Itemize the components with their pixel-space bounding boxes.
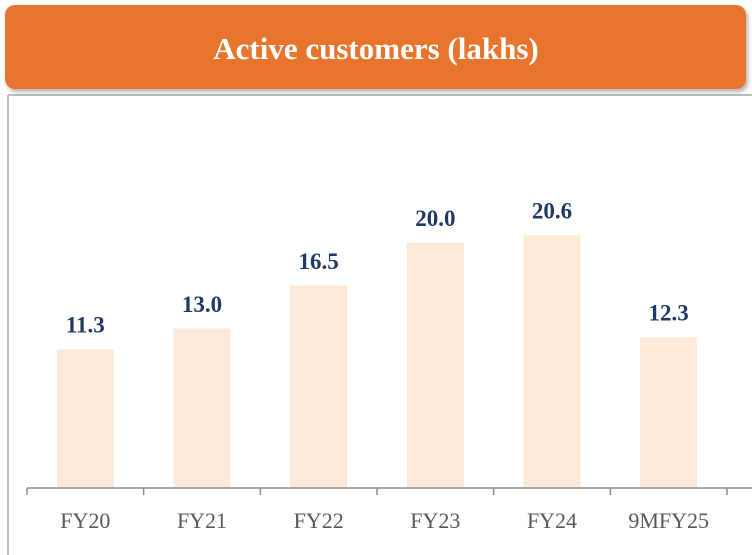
header-box [5, 5, 746, 89]
data-label: 20.0 [415, 206, 455, 231]
data-label: 12.3 [649, 300, 689, 325]
bar [56, 349, 114, 488]
x-tick-label: FY20 [60, 508, 110, 533]
x-tick-label: FY23 [410, 508, 460, 533]
x-tick-label: 9MFY25 [628, 508, 709, 533]
x-tick-label: FY24 [527, 508, 577, 533]
data-label: 13.0 [182, 292, 222, 317]
data-label: 11.3 [66, 313, 105, 338]
x-tick-label: FY22 [294, 508, 344, 533]
bar [640, 337, 698, 488]
data-label: 16.5 [299, 249, 339, 274]
data-label: 20.6 [532, 199, 572, 224]
chart-title: Active customers (lakhs) [213, 31, 538, 66]
x-tick-label: FY21 [177, 508, 227, 533]
bar [173, 328, 231, 488]
bar [290, 285, 348, 488]
bar [406, 242, 464, 488]
bar [523, 235, 581, 488]
